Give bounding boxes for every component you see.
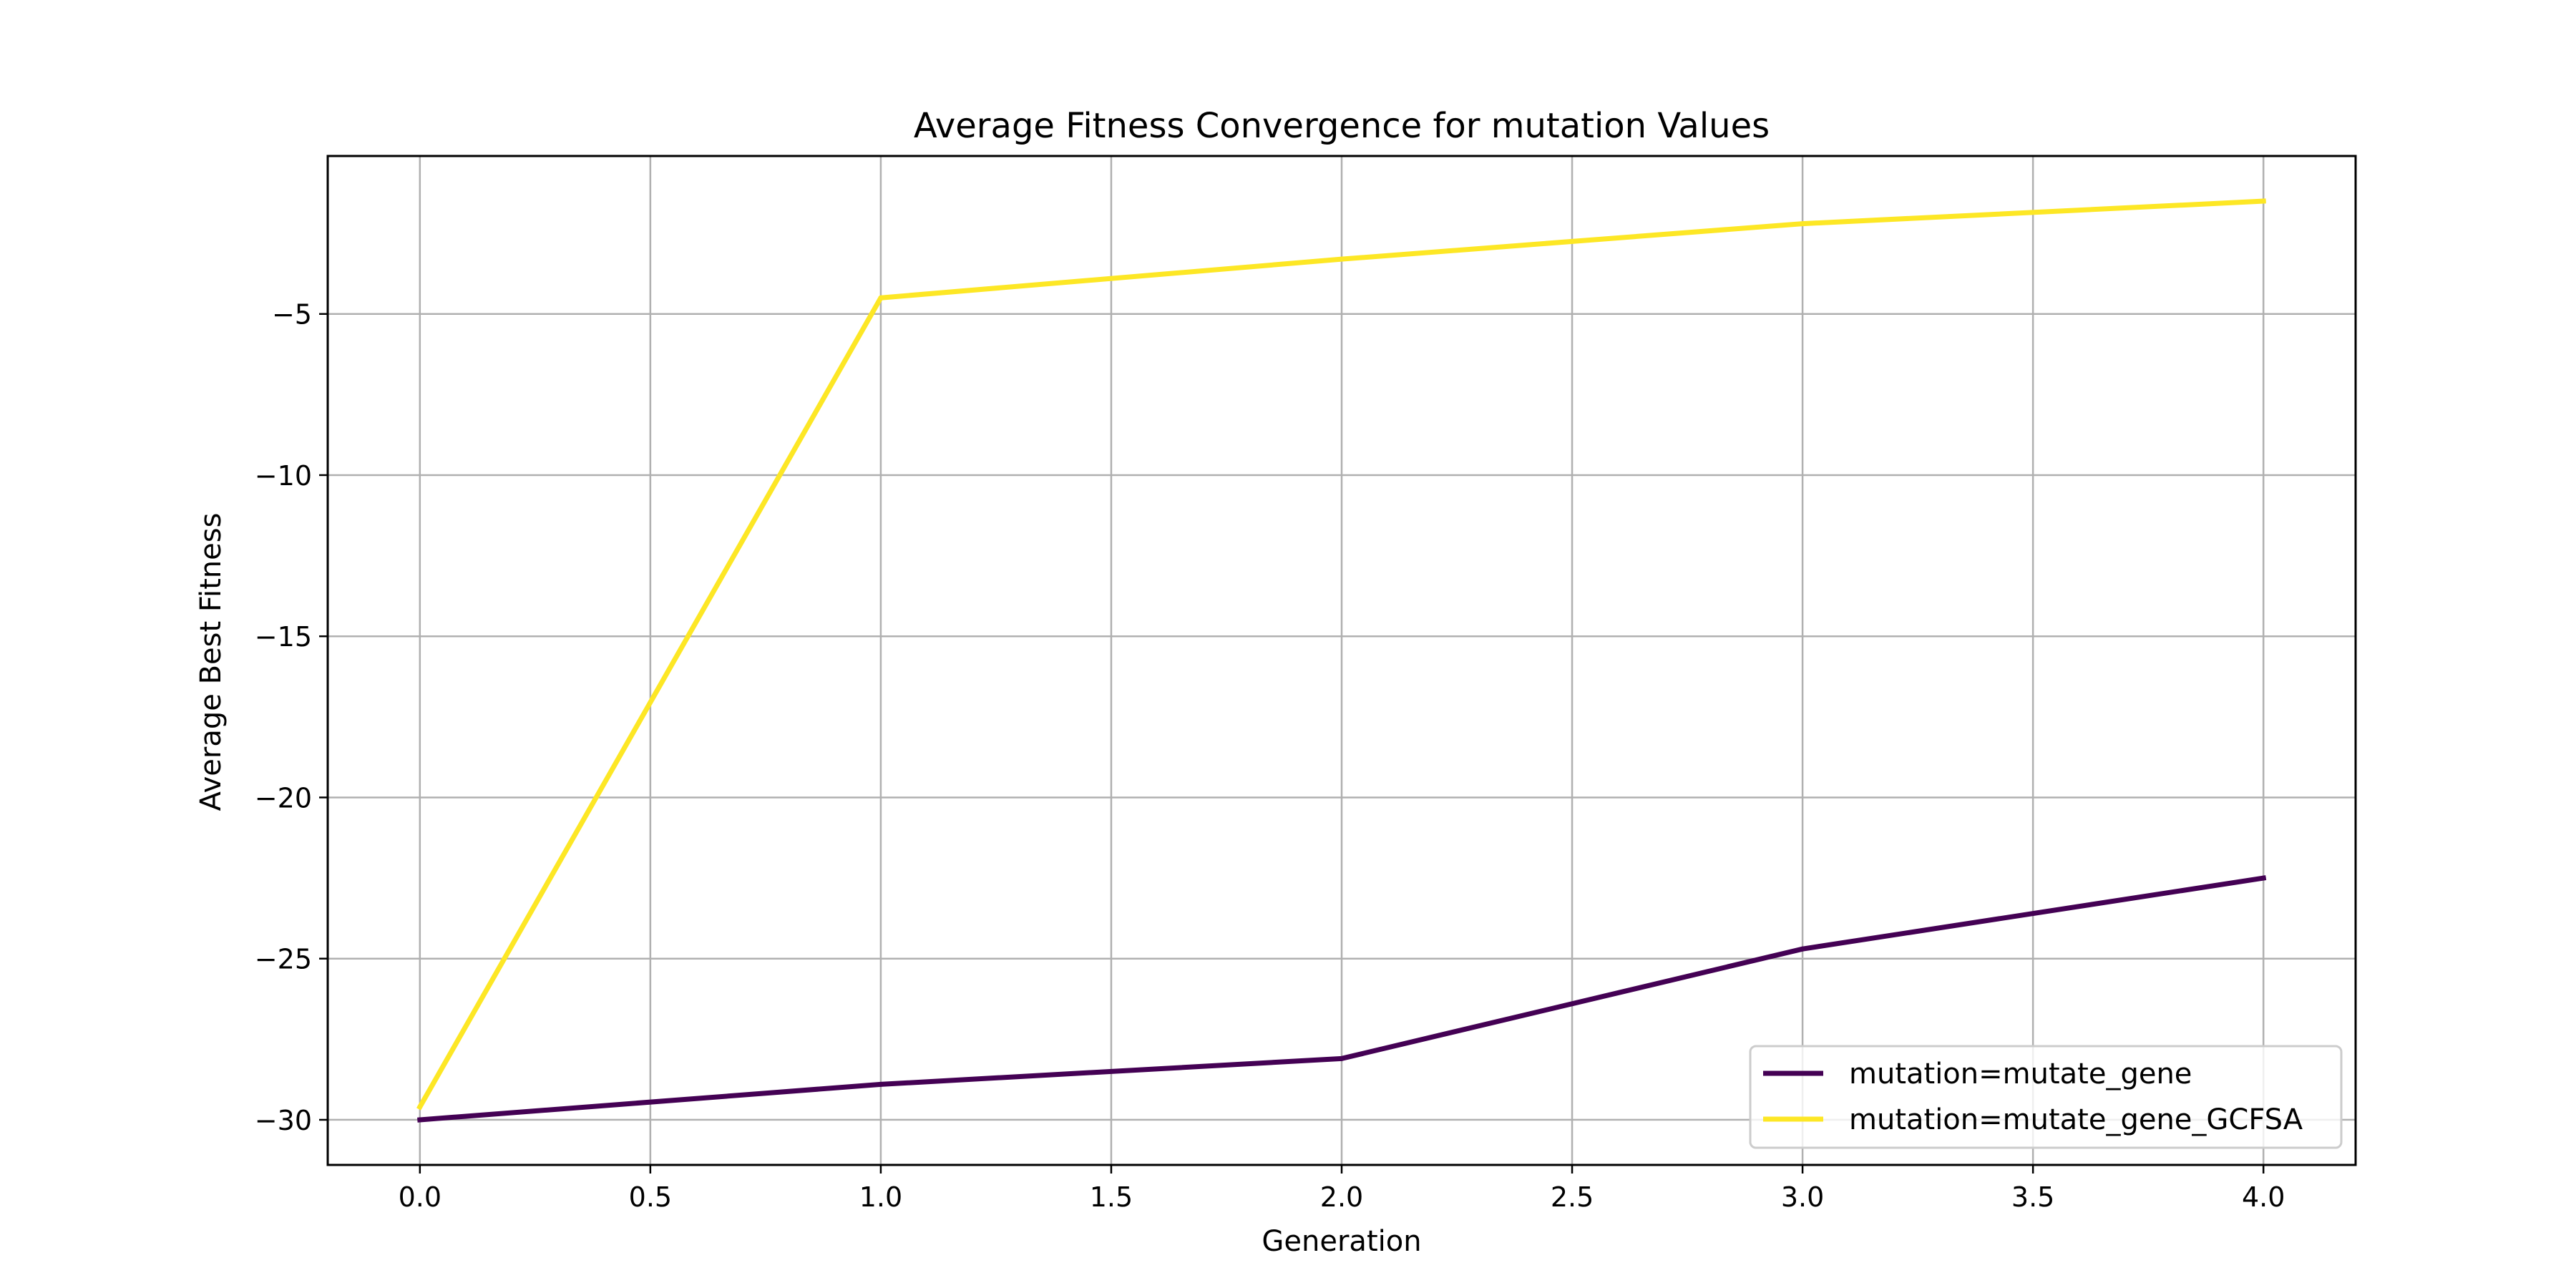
x-tick-label: 0.0	[399, 1181, 441, 1213]
y-tick-label: −20	[255, 782, 312, 814]
x-tick-label: 1.0	[859, 1181, 902, 1213]
legend-label-2: mutation=mutate_gene_GCFSA	[1849, 1103, 2303, 1136]
x-axis-label: Generation	[1262, 1225, 1421, 1258]
x-tick-label: 1.5	[1090, 1181, 1133, 1213]
series-2-point	[878, 295, 884, 301]
series-1-point	[417, 1117, 423, 1123]
x-tick-label: 3.5	[2011, 1181, 2054, 1213]
y-tick-label: −15	[255, 621, 312, 653]
legend-label-1: mutation=mutate_gene	[1849, 1058, 2192, 1091]
series-1-point	[2260, 875, 2266, 881]
series-1-point	[878, 1081, 884, 1087]
y-tick-label: −10	[255, 460, 312, 492]
y-axis-ticks: −5 −10 −15 −20 −25 −30	[255, 299, 328, 1136]
x-tick-label: 3.0	[1781, 1181, 1824, 1213]
y-tick-label: −30	[255, 1105, 312, 1136]
legend-box	[1749, 1045, 2343, 1149]
grid	[328, 156, 2356, 1165]
x-tick-label: 0.5	[629, 1181, 672, 1213]
series-1-point	[1339, 1055, 1345, 1061]
x-tick-label: 2.5	[1551, 1181, 1594, 1213]
y-axis-label: Average Best Fitness	[195, 513, 228, 811]
legend: mutation=mutate_gene mutation=mutate_gene…	[1749, 1045, 2343, 1149]
x-tick-label: 2.0	[1320, 1181, 1363, 1213]
series-2-point	[1339, 256, 1345, 262]
series-1-point	[1800, 946, 1805, 952]
series-lines	[416, 198, 2267, 1123]
y-tick-label: −5	[272, 299, 312, 331]
series-2-point	[2260, 198, 2266, 204]
series-2-point	[1800, 221, 1805, 227]
y-tick-label: −25	[255, 944, 312, 975]
x-axis-ticks: 0.0 0.5 1.0 1.5 2.0 2.5 3.0 3.5 4.0	[399, 1165, 2285, 1213]
x-tick-label: 4.0	[2242, 1181, 2285, 1213]
series-2-point	[417, 1104, 423, 1110]
chart-title: Average Fitness Convergence for mutation…	[914, 106, 1770, 146]
